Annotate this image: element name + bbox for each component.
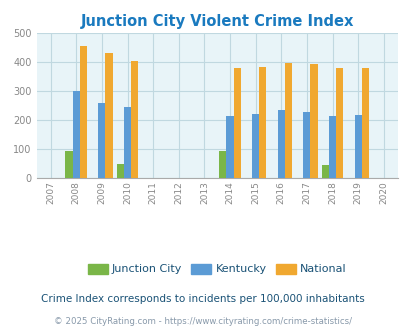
Bar xyxy=(354,115,361,178)
Bar xyxy=(124,107,131,178)
Bar xyxy=(252,114,259,178)
Bar xyxy=(310,64,317,178)
Bar xyxy=(361,68,368,178)
Bar xyxy=(131,61,138,178)
Bar xyxy=(233,68,240,178)
Bar xyxy=(65,151,72,178)
Bar xyxy=(72,91,80,178)
Bar xyxy=(80,46,87,178)
Bar xyxy=(219,151,226,178)
Bar xyxy=(335,68,343,178)
Bar xyxy=(277,110,284,178)
Text: © 2025 CityRating.com - https://www.cityrating.com/crime-statistics/: © 2025 CityRating.com - https://www.city… xyxy=(54,317,351,326)
Bar xyxy=(98,103,105,178)
Bar xyxy=(259,67,266,178)
Bar xyxy=(226,116,233,178)
Bar xyxy=(105,53,112,178)
Bar xyxy=(117,164,124,178)
Bar xyxy=(303,112,310,178)
Text: Crime Index corresponds to incidents per 100,000 inhabitants: Crime Index corresponds to incidents per… xyxy=(41,294,364,304)
Legend: Junction City, Kentucky, National: Junction City, Kentucky, National xyxy=(83,259,350,279)
Bar xyxy=(284,63,291,178)
Bar xyxy=(328,116,335,178)
Title: Junction City Violent Crime Index: Junction City Violent Crime Index xyxy=(80,14,353,29)
Bar xyxy=(321,165,328,178)
